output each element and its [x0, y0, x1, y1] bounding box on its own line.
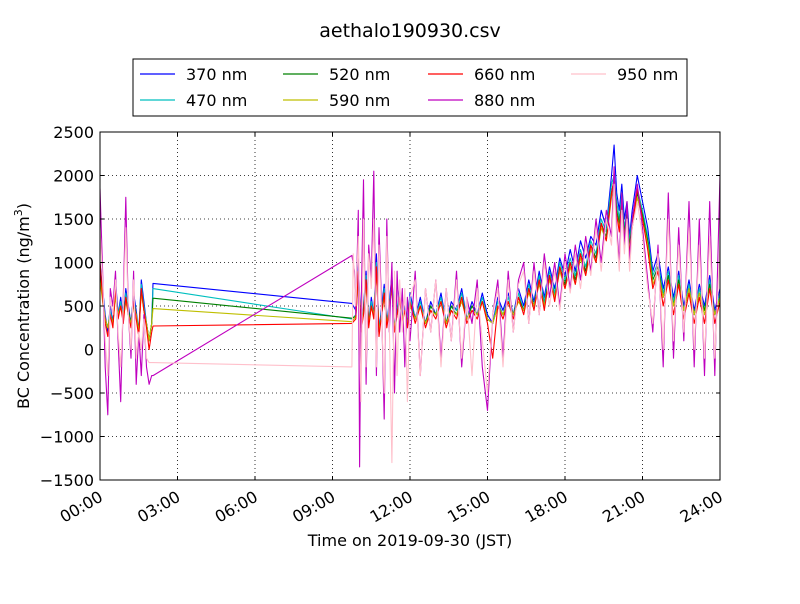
series-line-950-nm	[100, 183, 720, 464]
y-axis-label: BC Concentration (ng/m3)	[12, 203, 33, 409]
y-tick-label: −1500	[40, 471, 94, 490]
legend-items: 370 nm 470 nm 520 nm 590 nm 660 nm 880 nm 950 …	[140, 65, 678, 110]
y-tick-label: 1500	[53, 210, 94, 229]
legend-label: 880 nm	[474, 91, 535, 110]
legend-label: 470 nm	[186, 91, 247, 110]
legend-box	[132, 58, 688, 117]
y-tick-labels: 2500 2000 1500 1000 500 0 −500 −1000 −1500	[40, 123, 94, 490]
x-axis-label: Time on 2019-09-30 (JST)	[307, 531, 512, 550]
legend-label: 520 nm	[329, 65, 390, 84]
axis-ticks	[99, 131, 721, 481]
y-tick-label: 1000	[53, 254, 94, 273]
y-tick-label: 2500	[53, 123, 94, 142]
y-tick-label: 0	[84, 341, 94, 360]
legend-label: 590 nm	[329, 91, 390, 110]
series-lines	[100, 144, 720, 468]
y-tick-label: 500	[63, 297, 94, 316]
legend: 370 nm 470 nm 520 nm 590 nm 660 nm 880 nm 950 …	[132, 58, 688, 117]
y-axis-label-superscript: 3	[12, 209, 25, 216]
y-tick-label: −500	[50, 384, 94, 403]
y-tick-label: 2000	[53, 167, 94, 186]
chart-title: aethalo190930.csv	[319, 20, 501, 42]
y-tick-label: −1000	[40, 428, 94, 447]
legend-label: 950 nm	[617, 65, 678, 84]
legend-label: 660 nm	[474, 65, 535, 84]
y-axis-label-close: )	[14, 203, 33, 209]
y-axis-label-main: BC Concentration (ng/m	[14, 216, 33, 409]
series-line-880-nm	[100, 166, 720, 468]
legend-label: 370 nm	[186, 65, 247, 84]
